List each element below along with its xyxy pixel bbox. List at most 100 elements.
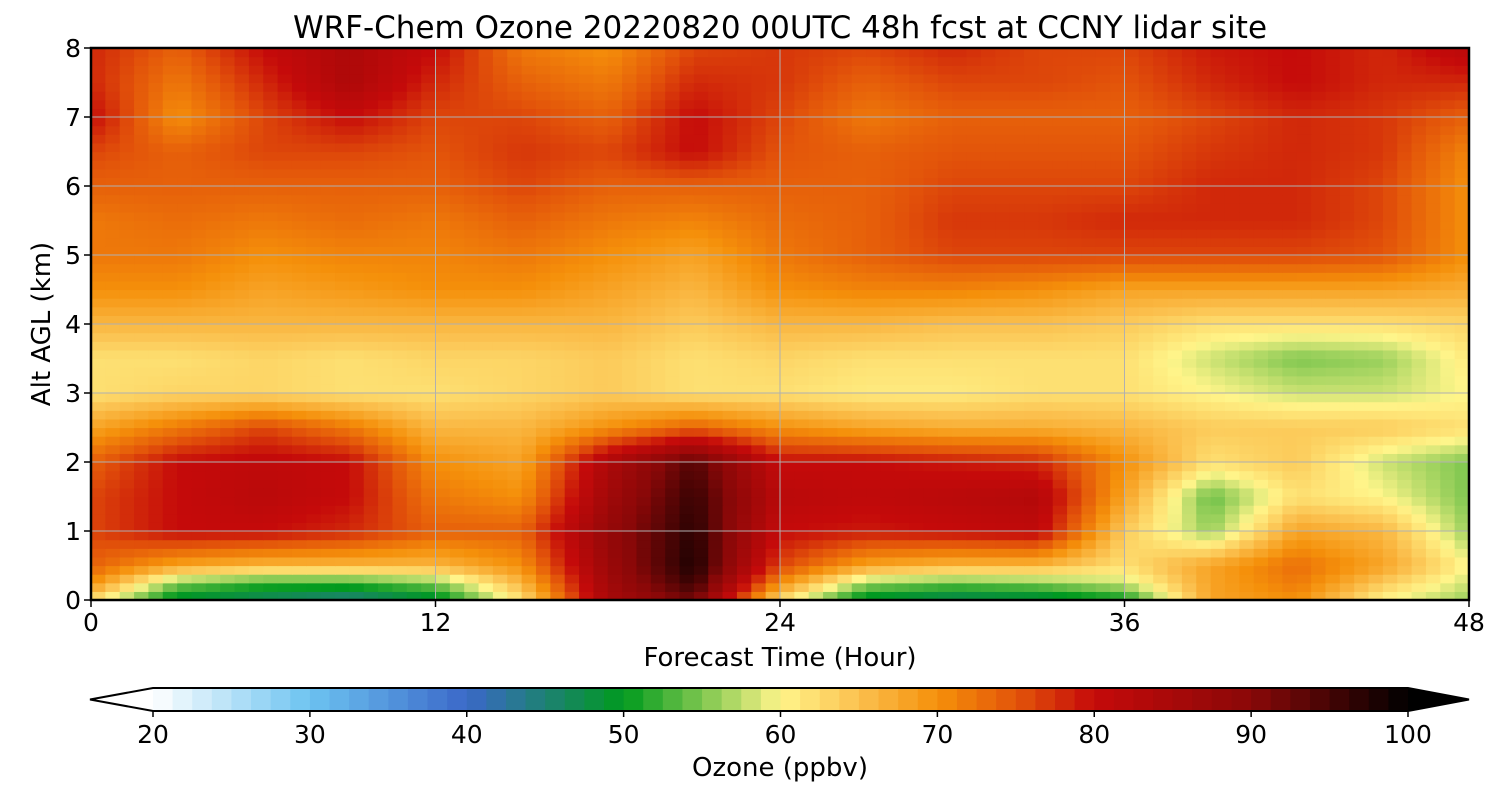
- heatmap-cell: [1239, 444, 1255, 454]
- heatmap-cell: [464, 393, 480, 403]
- heatmap-cell: [177, 462, 193, 472]
- heatmap-cell: [722, 160, 738, 170]
- heatmap-cell: [220, 358, 236, 368]
- heatmap-cell: [708, 505, 724, 515]
- heatmap-cell: [880, 289, 896, 299]
- heatmap-cell: [1282, 479, 1298, 489]
- heatmap-cell: [234, 453, 250, 463]
- heatmap-cell: [363, 401, 379, 411]
- heatmap-cell: [363, 539, 379, 549]
- heatmap-cell: [148, 280, 164, 291]
- heatmap-cell: [148, 298, 164, 308]
- heatmap-cell: [622, 565, 638, 575]
- heatmap-cell: [1268, 263, 1283, 273]
- heatmap-cell: [1224, 427, 1240, 437]
- heatmap-cell: [693, 470, 709, 480]
- heatmap-cell: [1167, 436, 1183, 446]
- heatmap-cell: [1425, 220, 1441, 230]
- heatmap-cell: [1038, 151, 1054, 161]
- heatmap-cell: [421, 401, 437, 411]
- heatmap-cell: [736, 315, 752, 325]
- heatmap-cell: [1009, 531, 1025, 541]
- heatmap-cell: [134, 263, 150, 273]
- heatmap-cell: [1239, 194, 1255, 204]
- heatmap-cell: [1067, 548, 1083, 558]
- heatmap-cell: [277, 574, 293, 584]
- heatmap-cell: [220, 522, 236, 532]
- heatmap-cell: [392, 556, 408, 567]
- heatmap-cell: [622, 332, 638, 342]
- heatmap-cell: [1268, 539, 1283, 549]
- heatmap-cell: [636, 470, 652, 480]
- heatmap-cell: [1454, 168, 1470, 178]
- heatmap-cell: [1167, 582, 1183, 592]
- heatmap-cell: [1311, 203, 1327, 213]
- heatmap-cell: [1282, 582, 1298, 592]
- heatmap-cell: [1253, 470, 1269, 480]
- heatmap-cell: [1081, 401, 1097, 411]
- heatmap-cell: [937, 168, 953, 178]
- heatmap-cell: [550, 367, 566, 377]
- heatmap-cell: [1282, 375, 1298, 385]
- heatmap-cell: [521, 220, 537, 230]
- heatmap-cell: [622, 367, 638, 377]
- heatmap-cell: [1268, 315, 1283, 325]
- heatmap-cell: [894, 479, 910, 489]
- heatmap-cell: [966, 470, 982, 480]
- heatmap-cell: [421, 237, 437, 247]
- heatmap-cell: [1239, 531, 1255, 541]
- heatmap-cell: [1339, 479, 1355, 489]
- heatmap-cell: [923, 255, 939, 265]
- heatmap-cell: [751, 574, 767, 584]
- heatmap-cell: [909, 513, 925, 523]
- heatmap-cell: [564, 160, 580, 170]
- heatmap-cell: [794, 427, 810, 437]
- heatmap-cell: [794, 324, 810, 334]
- heatmap-cell: [105, 384, 121, 394]
- heatmap-cell: [622, 496, 638, 506]
- heatmap-cell: [866, 539, 882, 549]
- heatmap-cell: [291, 513, 307, 523]
- heatmap-cell: [708, 298, 724, 308]
- heatmap-cell: [751, 358, 767, 368]
- heatmap-cell: [708, 479, 724, 489]
- heatmap-cell: [851, 151, 867, 161]
- heatmap-cell: [937, 470, 953, 480]
- heatmap-cell: [837, 306, 853, 316]
- heatmap-cell: [579, 410, 594, 420]
- heatmap-cell: [1268, 582, 1283, 592]
- heatmap-cell: [1382, 487, 1398, 498]
- heatmap-cell: [1067, 211, 1083, 222]
- heatmap-cell: [622, 591, 638, 601]
- heatmap-cell: [435, 367, 451, 377]
- heatmap-cell: [665, 298, 681, 308]
- heatmap-cell: [91, 556, 106, 567]
- heatmap-cell: [421, 332, 437, 342]
- heatmap-cell: [923, 341, 939, 351]
- heatmap-cell: [679, 332, 695, 342]
- heatmap-cell: [679, 453, 695, 463]
- heatmap-cell: [1397, 237, 1413, 247]
- heatmap-cell: [1239, 591, 1255, 601]
- heatmap-cell: [794, 444, 810, 454]
- heatmap-cell: [1339, 427, 1355, 437]
- heatmap-cell: [880, 255, 896, 265]
- heatmap-cell: [722, 289, 738, 299]
- heatmap-cell: [1397, 565, 1413, 575]
- heatmap-cell: [335, 349, 350, 360]
- heatmap-cell: [722, 263, 738, 273]
- heatmap-cell: [435, 332, 451, 342]
- heatmap-cell: [478, 418, 494, 429]
- heatmap-cell: [306, 246, 322, 256]
- heatmap-cell: [1024, 513, 1039, 523]
- heatmap-cell: [177, 306, 193, 316]
- heatmap-cell: [1009, 186, 1025, 196]
- heatmap-cell: [579, 151, 594, 161]
- heatmap-cell: [392, 358, 408, 368]
- heatmap-cell: [1181, 436, 1197, 446]
- heatmap-cell: [1354, 556, 1370, 567]
- heatmap-cell: [521, 470, 537, 480]
- heatmap-cell: [1009, 574, 1025, 584]
- heatmap-cell: [1167, 151, 1183, 161]
- heatmap-cell: [220, 203, 236, 213]
